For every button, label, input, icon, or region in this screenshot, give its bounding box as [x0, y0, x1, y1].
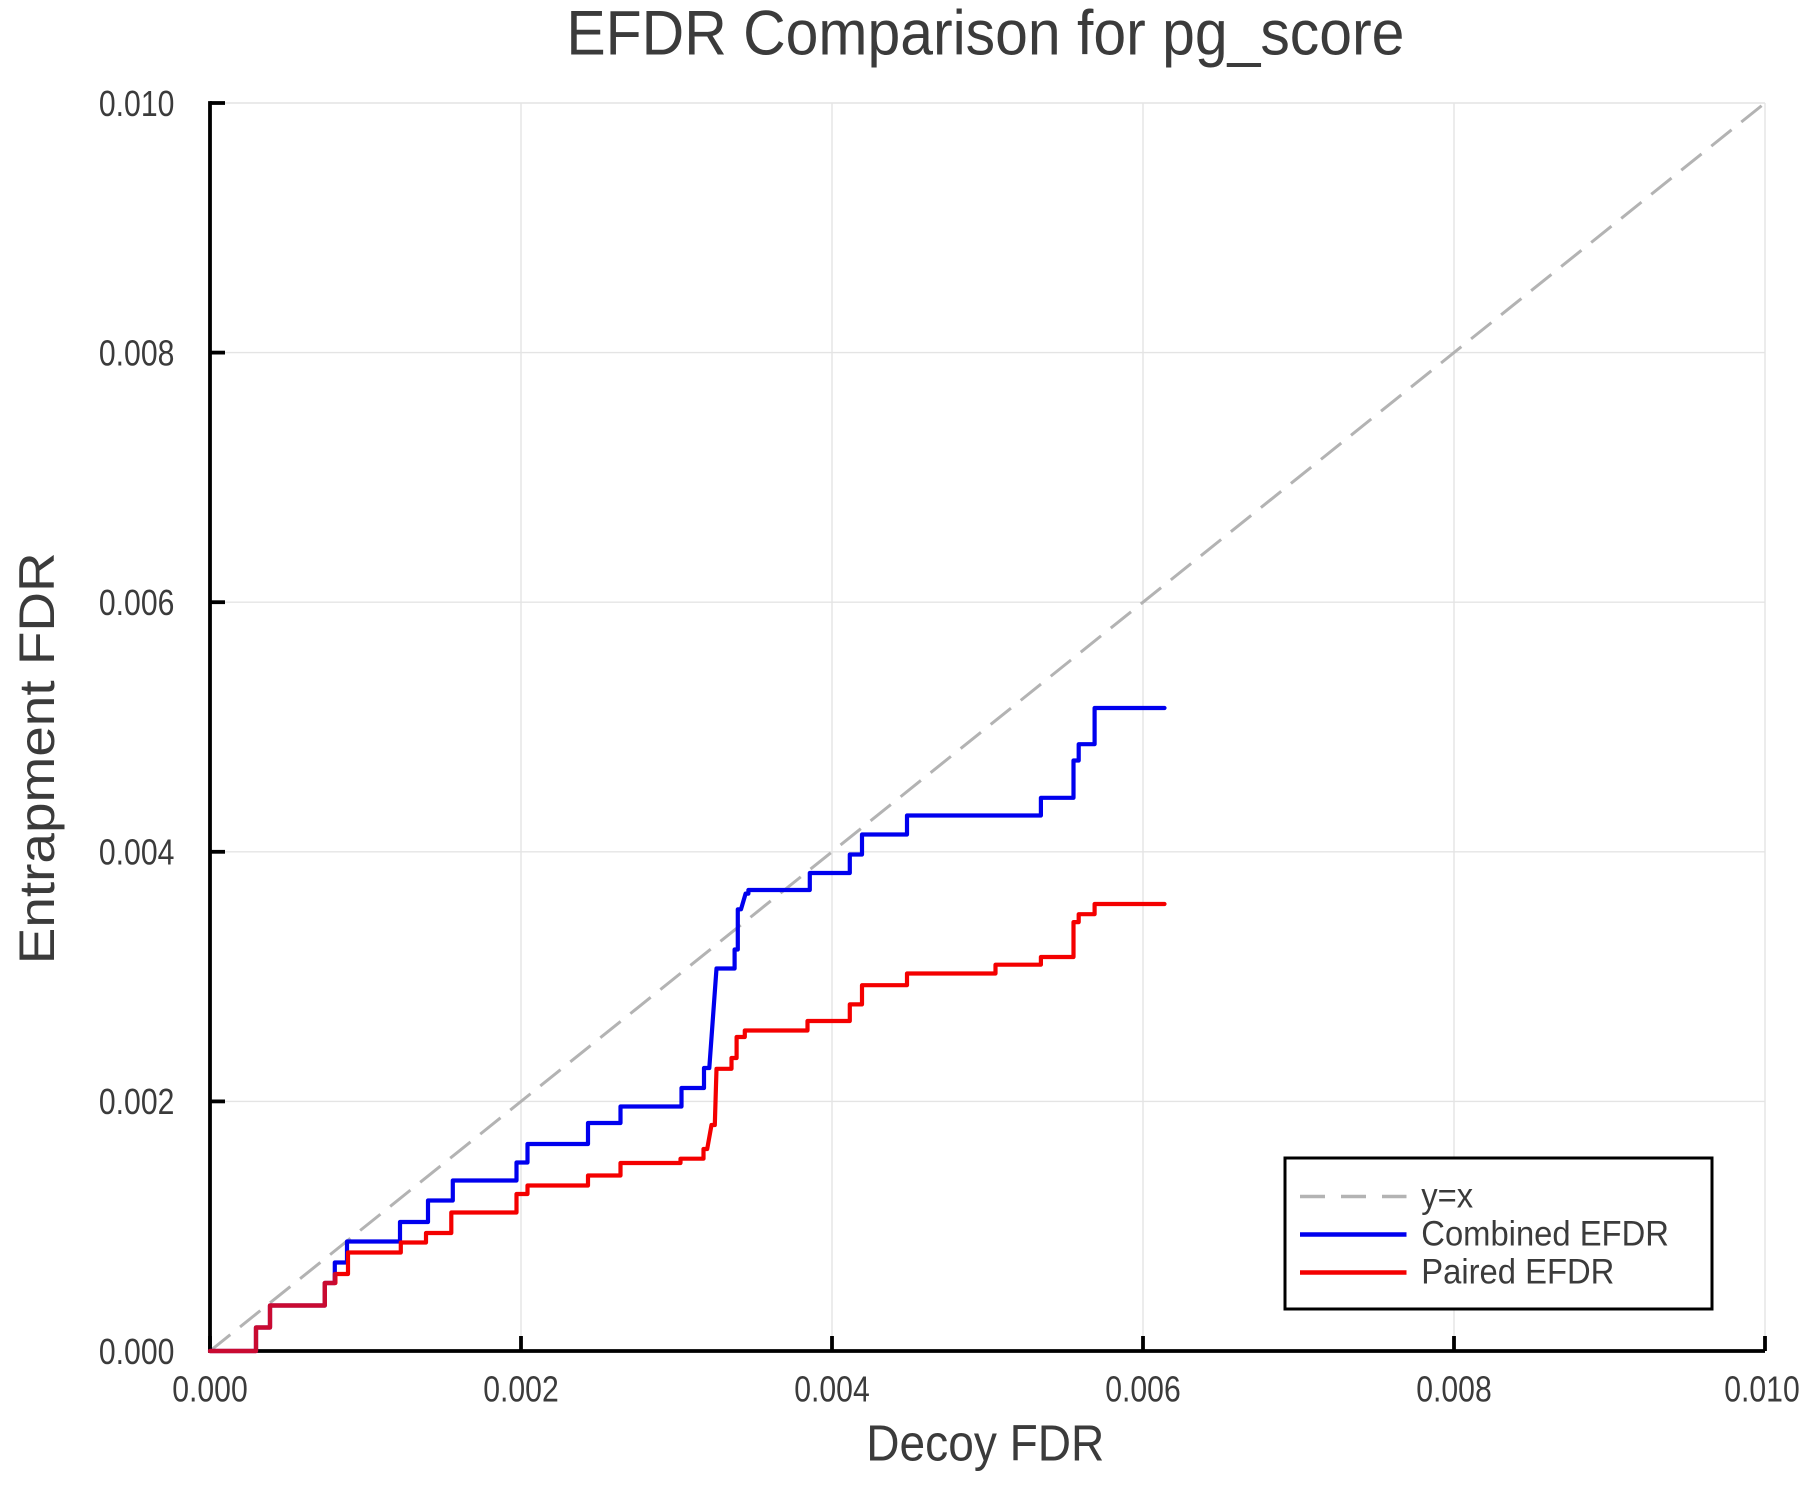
- svg-text:0.000: 0.000: [172, 1369, 248, 1410]
- svg-text:Paired EFDR: Paired EFDR: [1421, 1253, 1614, 1292]
- svg-text:y=x: y=x: [1421, 1177, 1473, 1216]
- svg-text:0.000: 0.000: [99, 1331, 175, 1372]
- svg-text:Combined EFDR: Combined EFDR: [1421, 1215, 1669, 1254]
- svg-text:EFDR Comparison for pg_score: EFDR Comparison for pg_score: [566, 0, 1404, 69]
- svg-text:0.010: 0.010: [99, 83, 175, 124]
- svg-text:0.006: 0.006: [1105, 1369, 1181, 1410]
- svg-text:0.004: 0.004: [794, 1369, 870, 1410]
- svg-text:Entrapment FDR: Entrapment FDR: [9, 552, 65, 964]
- svg-text:0.002: 0.002: [99, 1081, 175, 1122]
- svg-text:0.008: 0.008: [1416, 1369, 1492, 1410]
- svg-text:0.010: 0.010: [1724, 1369, 1800, 1410]
- svg-text:0.004: 0.004: [99, 832, 175, 873]
- svg-text:0.002: 0.002: [483, 1369, 559, 1410]
- svg-text:0.006: 0.006: [99, 582, 175, 623]
- svg-text:Decoy FDR: Decoy FDR: [866, 1415, 1104, 1472]
- svg-text:0.008: 0.008: [99, 332, 175, 373]
